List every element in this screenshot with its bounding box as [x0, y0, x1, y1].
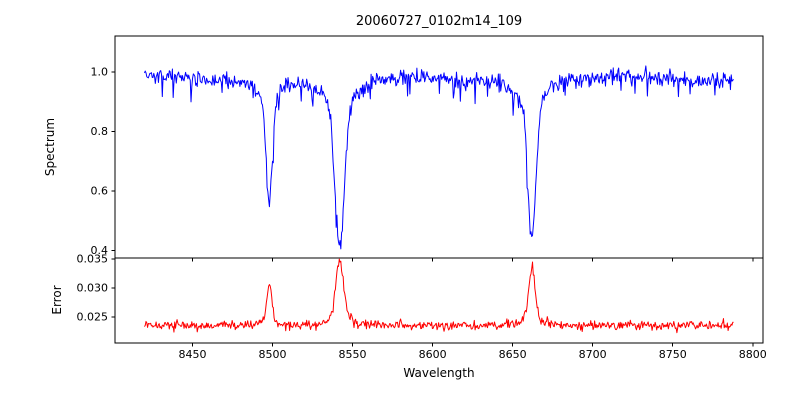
spectrum-axes-frame [114, 35, 764, 259]
error-line [144, 258, 734, 334]
x-tick-label: 8700 [579, 348, 607, 361]
y-tick-label: 0.030 [77, 282, 109, 295]
x-tick-label: 8800 [739, 348, 767, 361]
x-tick-label: 8450 [178, 348, 206, 361]
spectrum-line [143, 65, 734, 250]
y-tick-label: 0.8 [91, 125, 109, 138]
x-tick-label: 8500 [259, 348, 287, 361]
x-tick-label: 8600 [419, 348, 447, 361]
x-tick-label: 8650 [499, 348, 527, 361]
x-tick-label: 8550 [339, 348, 367, 361]
chart-title: 20060727_0102m14_109 [355, 14, 523, 29]
y-tick-label: 1.0 [91, 65, 109, 78]
error-axes-frame [114, 257, 764, 344]
y-tick-label: 0.4 [91, 244, 109, 257]
x-axis-label: Wavelength [403, 366, 475, 380]
y-tick-label: 0.6 [91, 184, 109, 197]
x-tick-label: 8750 [659, 348, 687, 361]
y-tick-label: 0.025 [77, 310, 109, 323]
y-tick-label: 0.035 [77, 253, 109, 266]
